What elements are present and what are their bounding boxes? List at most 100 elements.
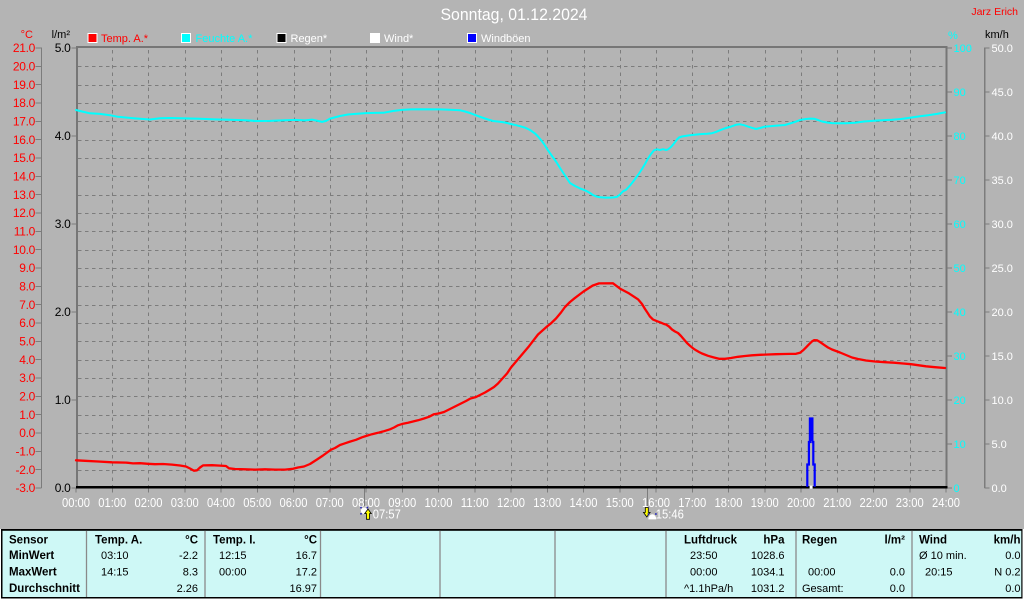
svg-text:18.0: 18.0 xyxy=(13,96,36,110)
svg-text:14.0: 14.0 xyxy=(13,170,36,184)
svg-text:5.0: 5.0 xyxy=(19,335,35,349)
svg-text:l/m²: l/m² xyxy=(885,535,906,547)
svg-text:80: 80 xyxy=(954,131,966,143)
svg-text:Jarz Erich: Jarz Erich xyxy=(971,6,1018,18)
svg-text:Temp. I.: Temp. I. xyxy=(213,535,256,547)
svg-text:10.0: 10.0 xyxy=(13,243,36,257)
svg-text:4.0: 4.0 xyxy=(55,129,71,143)
svg-text:01:00: 01:00 xyxy=(98,495,126,510)
svg-text:Temp. A.: Temp. A. xyxy=(95,535,142,547)
svg-text:Ø 10 min.: Ø 10 min. xyxy=(919,550,967,562)
svg-text:20:00: 20:00 xyxy=(787,495,815,510)
svg-text:km/h: km/h xyxy=(985,29,1009,41)
svg-text:%: % xyxy=(948,30,958,42)
svg-text:Luftdruck: Luftdruck xyxy=(684,535,738,547)
svg-text:03:00: 03:00 xyxy=(171,495,199,510)
svg-text:00:00: 00:00 xyxy=(62,495,90,510)
svg-text:35.0: 35.0 xyxy=(992,175,1013,187)
svg-text:Sensor: Sensor xyxy=(9,535,49,547)
svg-text:8.3: 8.3 xyxy=(183,567,198,579)
svg-text:5.0: 5.0 xyxy=(992,439,1007,451)
svg-text:16.97: 16.97 xyxy=(289,583,317,595)
svg-text:10: 10 xyxy=(954,439,966,451)
svg-text:03:10: 03:10 xyxy=(101,550,129,562)
svg-text:23:00: 23:00 xyxy=(896,495,924,510)
svg-text:11:00: 11:00 xyxy=(461,495,489,510)
svg-text:14:15: 14:15 xyxy=(101,567,129,579)
svg-text:0.0: 0.0 xyxy=(1005,583,1020,595)
svg-text:11.0: 11.0 xyxy=(14,225,36,239)
svg-text:07:00: 07:00 xyxy=(316,495,344,510)
svg-text:-3.0: -3.0 xyxy=(16,481,36,495)
svg-text:16.7: 16.7 xyxy=(296,550,317,562)
svg-text:12:00: 12:00 xyxy=(497,495,525,510)
svg-text:17.2: 17.2 xyxy=(296,567,317,579)
svg-text:hPa: hPa xyxy=(763,535,785,547)
svg-text:Wind: Wind xyxy=(919,535,947,547)
svg-text:22:00: 22:00 xyxy=(860,495,888,510)
svg-text:2.0: 2.0 xyxy=(55,305,71,319)
svg-text:7.0: 7.0 xyxy=(19,298,35,312)
svg-text:8.0: 8.0 xyxy=(19,280,35,294)
svg-text:10.0: 10.0 xyxy=(992,395,1013,407)
svg-text:-1.0: -1.0 xyxy=(16,445,36,459)
svg-text:Sonntag, 01.12.2024: Sonntag, 01.12.2024 xyxy=(441,5,588,24)
svg-text:30: 30 xyxy=(954,351,966,363)
svg-text:0.0: 0.0 xyxy=(890,583,905,595)
svg-text:10:00: 10:00 xyxy=(425,495,453,510)
svg-text:^1.1hPa/h: ^1.1hPa/h xyxy=(684,583,733,595)
svg-text:21:00: 21:00 xyxy=(823,495,851,510)
svg-text:04:00: 04:00 xyxy=(207,495,235,510)
svg-text:16.0: 16.0 xyxy=(13,133,36,147)
svg-text:05:00: 05:00 xyxy=(243,495,271,510)
svg-text:15.0: 15.0 xyxy=(13,151,36,165)
svg-text:02:00: 02:00 xyxy=(135,495,163,510)
svg-text:40.0: 40.0 xyxy=(992,131,1013,143)
svg-text:l/m²: l/m² xyxy=(52,29,71,41)
svg-text:17.0: 17.0 xyxy=(13,115,36,129)
svg-text:0.0: 0.0 xyxy=(890,567,905,579)
svg-text:50.0: 50.0 xyxy=(992,43,1013,55)
svg-text:1.0: 1.0 xyxy=(55,393,71,407)
svg-text:-2.0: -2.0 xyxy=(16,463,36,477)
svg-text:1.0: 1.0 xyxy=(19,408,35,422)
svg-text:°C: °C xyxy=(21,29,33,41)
svg-text:15.0: 15.0 xyxy=(992,351,1013,363)
svg-text:00:00: 00:00 xyxy=(808,567,836,579)
svg-text:3.0: 3.0 xyxy=(19,371,35,385)
svg-text:MinWert: MinWert xyxy=(9,550,54,562)
svg-text:20.0: 20.0 xyxy=(13,60,36,74)
svg-text:Wind*: Wind* xyxy=(384,33,414,45)
svg-text:1028.6: 1028.6 xyxy=(751,550,785,562)
svg-text:100: 100 xyxy=(954,43,972,55)
svg-text:2.26: 2.26 xyxy=(177,583,198,595)
svg-text:17:00: 17:00 xyxy=(678,495,706,510)
svg-text:21.0: 21.0 xyxy=(13,41,36,55)
svg-text:Windböen: Windböen xyxy=(481,33,531,45)
svg-text:20: 20 xyxy=(954,395,966,407)
svg-text:90: 90 xyxy=(954,87,966,99)
svg-text:Feuchte A.*: Feuchte A.* xyxy=(196,33,254,45)
svg-text:1034.1: 1034.1 xyxy=(751,567,785,579)
svg-text:Regen*: Regen* xyxy=(291,33,328,45)
svg-text:Durchschnitt: Durchschnitt xyxy=(9,583,80,595)
svg-text:50: 50 xyxy=(954,263,966,275)
svg-text:3.0: 3.0 xyxy=(55,217,71,231)
svg-text:30.0: 30.0 xyxy=(992,219,1013,231)
svg-text:Gesamt:: Gesamt: xyxy=(802,583,844,595)
svg-text:Regen: Regen xyxy=(802,535,837,547)
svg-text:0.0: 0.0 xyxy=(992,483,1007,495)
svg-text:15:00: 15:00 xyxy=(606,495,634,510)
svg-text:13:00: 13:00 xyxy=(533,495,561,510)
svg-text:09:00: 09:00 xyxy=(388,495,416,510)
svg-text:15:46: 15:46 xyxy=(656,506,684,521)
svg-text:45.0: 45.0 xyxy=(992,87,1013,99)
svg-text:14:00: 14:00 xyxy=(570,495,598,510)
svg-text:25.0: 25.0 xyxy=(992,263,1013,275)
svg-text:18:00: 18:00 xyxy=(715,495,743,510)
svg-text:N 0.2: N 0.2 xyxy=(994,567,1020,579)
svg-text:60: 60 xyxy=(954,219,966,231)
svg-text:6.0: 6.0 xyxy=(19,316,35,330)
svg-text:40: 40 xyxy=(954,307,966,319)
svg-text:19:00: 19:00 xyxy=(751,495,779,510)
